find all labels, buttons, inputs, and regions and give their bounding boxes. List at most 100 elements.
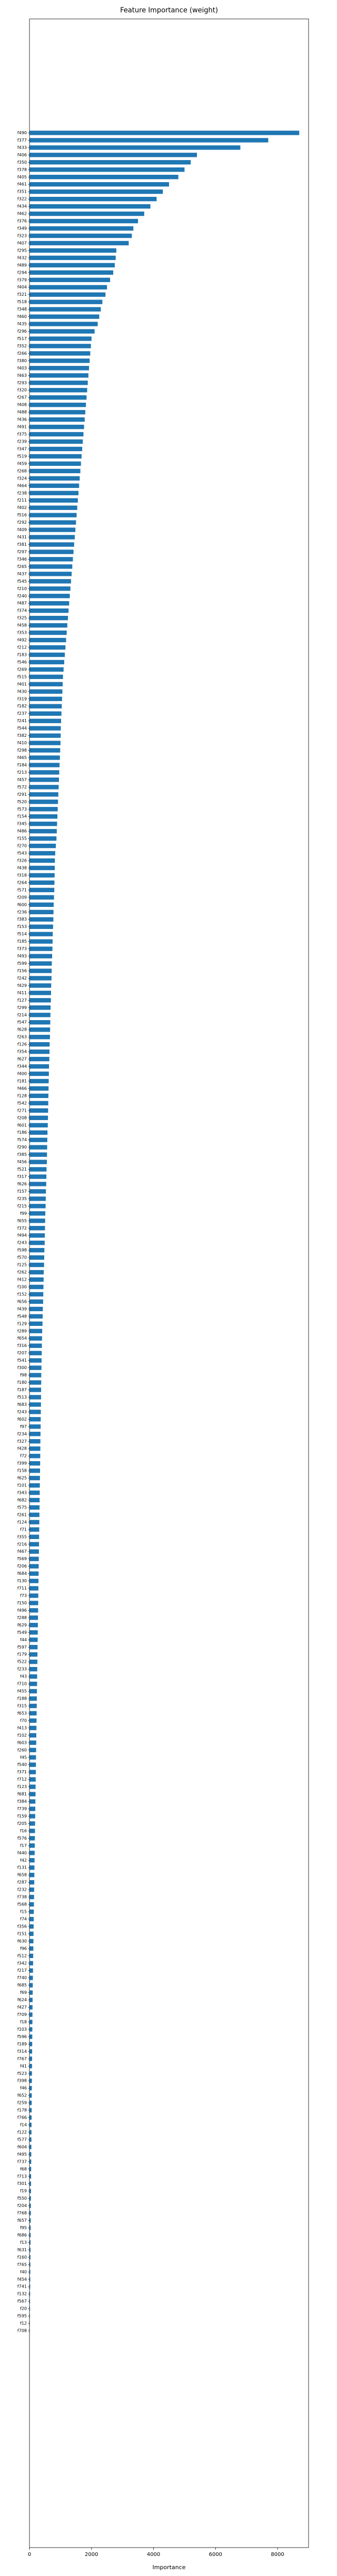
y-tick-label: f545 [17, 579, 27, 584]
bar [29, 520, 76, 525]
y-tick-label: f300 [17, 1365, 27, 1370]
y-tick-label: f373 [17, 946, 27, 951]
y-tick-label: f356 [17, 1924, 27, 1929]
bar [29, 1233, 45, 1238]
bar [29, 1792, 36, 1796]
bar [29, 1446, 41, 1451]
bar [29, 873, 55, 878]
y-tick-label: f385 [17, 1152, 27, 1157]
bar [29, 843, 56, 848]
bar [29, 939, 53, 944]
y-tick-label: f490 [17, 131, 27, 135]
y-tick-label: f318 [17, 873, 27, 877]
y-tick-label: f160 [17, 2255, 27, 2260]
y-tick-label: f496 [17, 1608, 27, 1613]
bar [29, 2262, 31, 2267]
plot-frame [29, 18, 309, 2548]
bar [29, 307, 101, 312]
bar [29, 1395, 41, 1400]
bar [29, 344, 91, 348]
bar [29, 2270, 31, 2274]
y-tick-label: f294 [17, 270, 27, 275]
bar [29, 1189, 46, 1194]
bar [29, 741, 61, 745]
y-tick-label: f101 [17, 1483, 27, 1488]
y-tick-label: f72 [20, 1454, 27, 1459]
bar [29, 2196, 31, 2201]
y-tick-label: f550 [17, 2196, 27, 2201]
bar [29, 821, 57, 826]
bar [29, 2299, 31, 2304]
bar [29, 1211, 46, 1216]
y-tick-label: f182 [17, 704, 27, 708]
bar [29, 910, 54, 914]
bar [29, 1799, 36, 1804]
bar [29, 1475, 40, 1481]
y-tick-label: f467 [17, 1549, 27, 1554]
bar [29, 2211, 31, 2215]
bar [29, 1358, 42, 1363]
y-tick-label: f68 [20, 2166, 27, 2171]
y-tick-label: f375 [17, 432, 27, 437]
y-tick-label: f460 [17, 314, 27, 319]
y-tick-label: f15 [20, 1910, 27, 1914]
y-tick-label: f350 [17, 160, 27, 165]
y-tick-label: f344 [17, 1064, 27, 1069]
y-tick-label: f517 [17, 336, 27, 341]
y-tick-label: f383 [17, 917, 27, 922]
bar [29, 1865, 35, 1870]
bar [29, 373, 88, 378]
y-tick-label: f14 [20, 2123, 27, 2128]
bar [29, 1696, 37, 1701]
bar [29, 1762, 36, 1767]
y-tick-label: f269 [17, 667, 27, 672]
y-tick-label: f12 [20, 2321, 27, 2326]
bar [29, 800, 58, 804]
y-tick-label: f436 [17, 417, 27, 422]
y-tick-label: f211 [17, 498, 27, 503]
y-tick-label: f575 [17, 1505, 27, 1510]
bar [29, 1424, 41, 1429]
bar [29, 2240, 31, 2245]
y-tick-label: f46 [20, 2086, 27, 2091]
bar [29, 1601, 38, 1605]
bar [29, 1247, 45, 1253]
bar [29, 1924, 34, 1929]
y-tick-label: f548 [17, 1314, 27, 1319]
x-axis-label: Importance [152, 2564, 185, 2571]
bar [29, 1821, 35, 1826]
bar [29, 2056, 32, 2061]
bar [29, 226, 134, 231]
y-tick-label: f207 [17, 1351, 27, 1355]
bar [29, 2020, 33, 2024]
y-tick-label: f242 [17, 976, 27, 981]
bar [29, 2166, 32, 2171]
y-tick-label: f157 [17, 1189, 27, 1194]
bar [29, 1593, 38, 1598]
bar [29, 1101, 48, 1106]
y-tick-label: f520 [17, 800, 27, 804]
bar [29, 336, 92, 341]
y-tick-label: f600 [17, 902, 27, 907]
y-tick-label: f547 [17, 1020, 27, 1025]
y-tick-label: f18 [20, 2020, 27, 2024]
y-tick-label: f289 [17, 1329, 27, 1333]
y-tick-label: f708 [17, 2329, 27, 2333]
bar [29, 1579, 39, 1583]
y-tick-label: f406 [17, 153, 27, 157]
bar [29, 2277, 31, 2282]
bar [29, 1873, 35, 1878]
bar [29, 711, 62, 716]
bar [29, 1336, 42, 1341]
y-tick-label: f629 [17, 1623, 27, 1628]
bar [29, 1894, 34, 1900]
y-tick-label: f546 [17, 660, 27, 664]
bar [29, 1130, 48, 1135]
y-tick-label: f462 [17, 212, 27, 216]
y-tick-label: f342 [17, 1961, 27, 1965]
y-tick-label: f518 [17, 299, 27, 304]
y-tick-label: f348 [17, 307, 27, 312]
bar [29, 682, 63, 687]
y-tick-label: f380 [17, 358, 27, 363]
y-tick-label: f150 [17, 1601, 27, 1605]
